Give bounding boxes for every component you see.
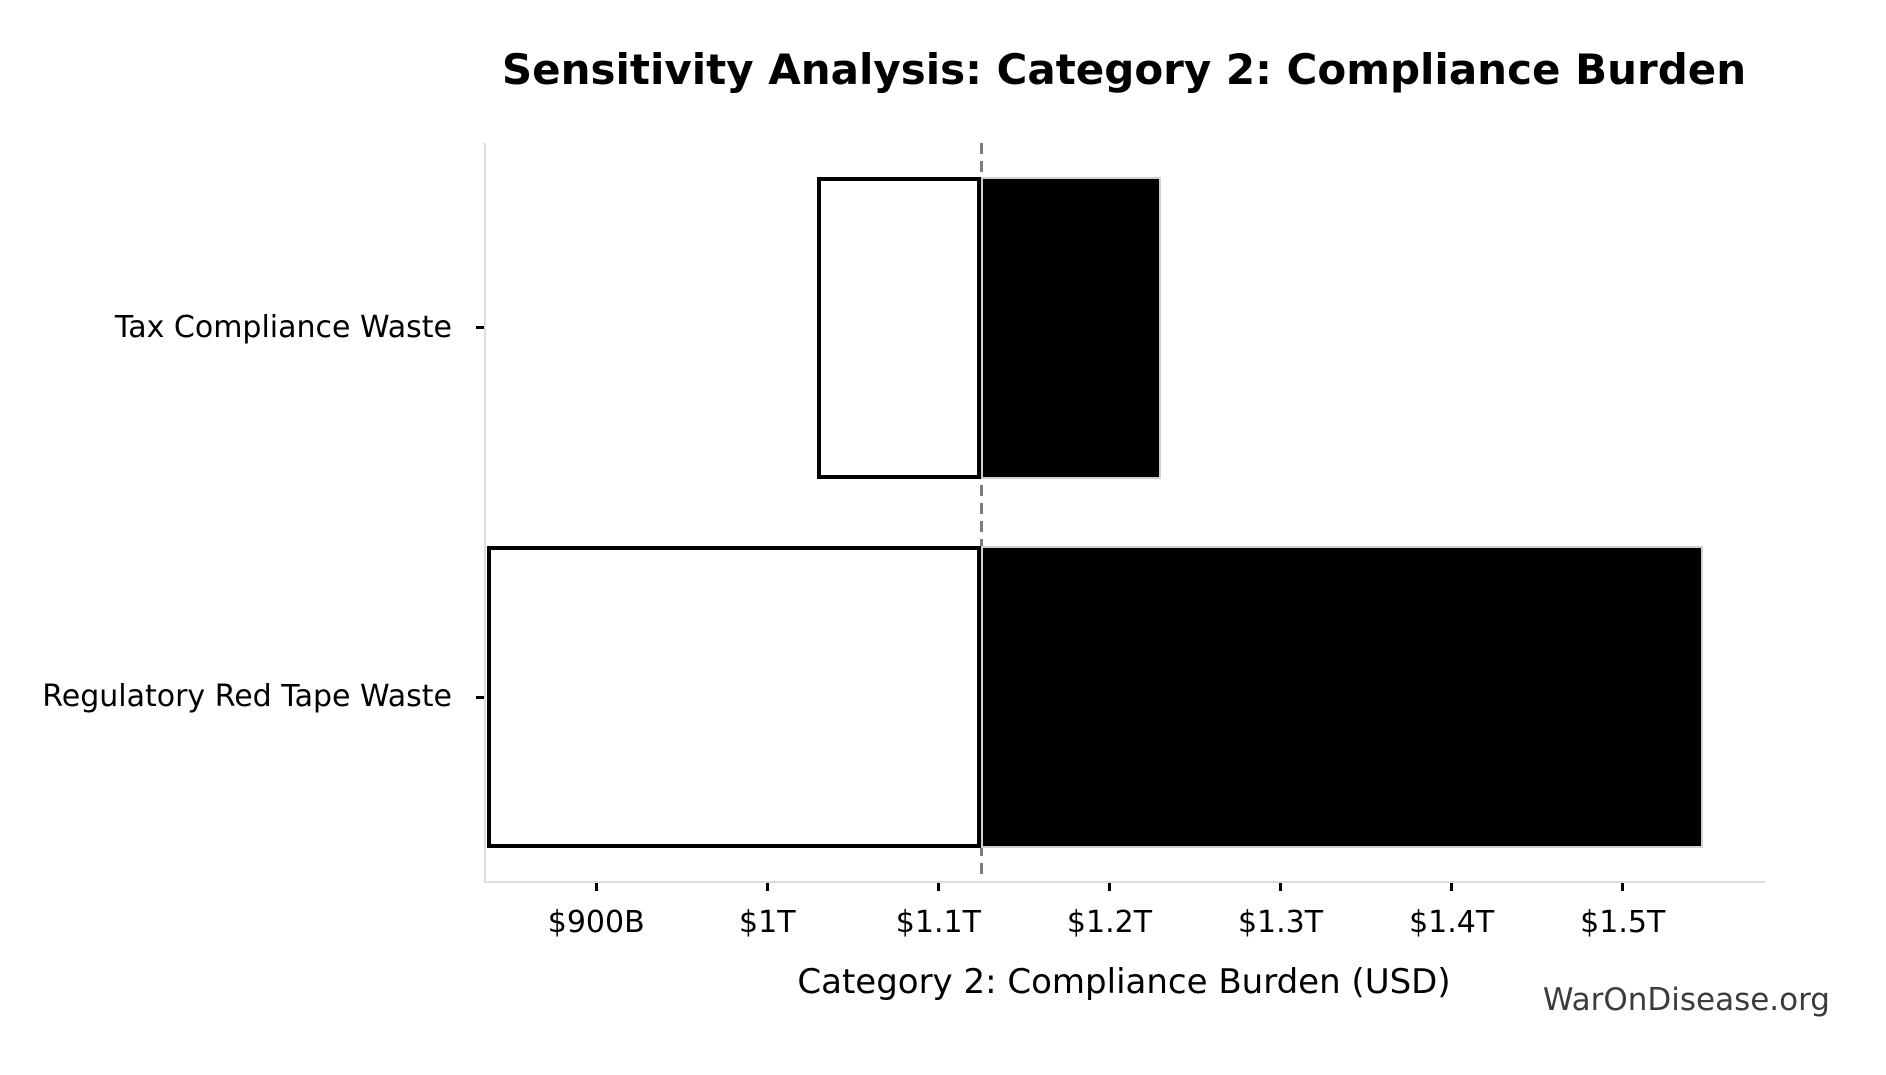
x-tick-label: $1.4T bbox=[1409, 905, 1495, 940]
y-tick-mark bbox=[476, 326, 485, 330]
bar-low-segment bbox=[816, 176, 982, 479]
x-tick-mark bbox=[594, 883, 598, 891]
bar-high-segment bbox=[981, 176, 1161, 479]
x-tick-mark bbox=[936, 883, 940, 891]
x-axis-title: Category 2: Compliance Burden (USD) bbox=[797, 962, 1451, 1002]
baseline-dashed-line bbox=[979, 143, 983, 882]
x-tick-mark bbox=[1450, 883, 1454, 891]
y-tick-label: Tax Compliance Waste bbox=[114, 309, 452, 345]
x-tick-mark bbox=[1107, 883, 1111, 891]
bottom-spine bbox=[484, 881, 1765, 883]
bar-high-segment bbox=[981, 546, 1704, 849]
x-tick-label: $1.5T bbox=[1580, 905, 1666, 940]
x-tick-label: $1T bbox=[739, 905, 796, 940]
x-tick-mark bbox=[765, 883, 769, 891]
bar-low-segment bbox=[486, 546, 982, 849]
left-spine bbox=[484, 143, 486, 882]
chart-title: Sensitivity Analysis: Category 2: Compli… bbox=[501, 45, 1747, 94]
x-tick-mark bbox=[1279, 883, 1283, 891]
x-tick-label: $1.1T bbox=[895, 905, 981, 940]
x-tick-label: $1.3T bbox=[1237, 905, 1324, 940]
x-tick-mark bbox=[1621, 883, 1625, 891]
watermark-text: WarOnDisease.org bbox=[1542, 982, 1830, 1018]
y-tick-mark bbox=[476, 695, 485, 699]
x-tick-label: $1.2T bbox=[1066, 905, 1153, 940]
x-tick-label: $900B bbox=[547, 905, 645, 940]
y-tick-label: Regulatory Red Tape Waste bbox=[42, 679, 452, 715]
